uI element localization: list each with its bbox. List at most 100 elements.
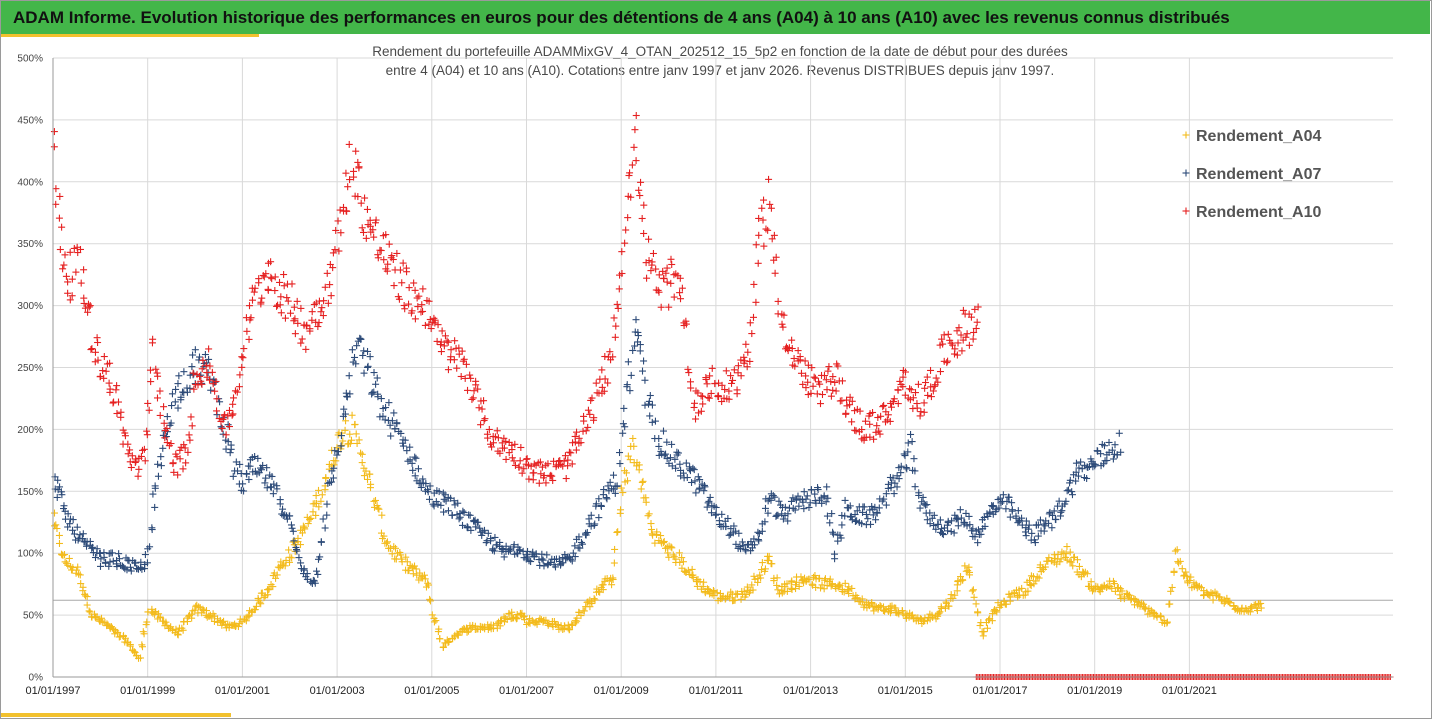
data-point-A04 [307, 514, 315, 522]
data-point-A10 [508, 454, 516, 462]
data-point-A10 [451, 337, 459, 345]
data-point-A04 [737, 595, 745, 603]
data-point-A07 [829, 530, 837, 538]
data-point-A07 [323, 500, 331, 508]
data-point-A04 [688, 565, 696, 573]
data-point-A04 [968, 587, 976, 595]
data-point-A04 [988, 617, 996, 625]
data-point-A04 [934, 612, 942, 620]
data-point-A10 [327, 292, 335, 300]
data-point-A07 [440, 508, 448, 516]
y-tick-label: 200% [17, 425, 43, 436]
data-point-A10 [944, 357, 952, 365]
data-point-A07 [1040, 520, 1048, 528]
data-point-A04 [430, 618, 438, 626]
y-tick-label: 300% [17, 301, 43, 312]
data-point-A10 [400, 301, 408, 309]
data-point-A10 [584, 406, 592, 414]
y-tick-label: 350% [17, 239, 43, 250]
data-point-A04 [1157, 613, 1165, 621]
data-point-A10 [685, 369, 693, 377]
data-point-A10 [281, 314, 289, 322]
data-point-A10 [447, 346, 455, 354]
data-point-A10 [213, 407, 221, 415]
data-point-A10 [245, 335, 253, 343]
data-point-A04 [653, 528, 661, 536]
data-point-A04 [961, 562, 969, 570]
data-point-A04 [756, 571, 764, 579]
data-point-A10 [510, 457, 518, 465]
data-point-A10 [77, 279, 85, 287]
x-tick-label: 01/01/2003 [310, 685, 365, 697]
data-point-A10 [762, 225, 770, 233]
data-point-A07 [1068, 488, 1076, 496]
data-point-A04 [561, 622, 569, 630]
data-point-A07 [851, 517, 859, 525]
data-point-A04 [199, 605, 207, 613]
data-point-A10 [924, 391, 932, 399]
data-point-A04 [700, 578, 708, 586]
data-point-A04 [679, 558, 687, 566]
data-point-A10 [511, 461, 519, 469]
data-point-A10 [643, 274, 651, 282]
x-tick-label: 01/01/2013 [783, 685, 838, 697]
data-point-A04 [580, 607, 588, 615]
data-point-A10 [564, 462, 572, 470]
data-point-A10 [208, 368, 216, 376]
data-point-A07 [163, 413, 171, 421]
data-point-A07 [1063, 487, 1071, 495]
x-tick-label: 01/01/2019 [1067, 685, 1122, 697]
data-point-A04 [651, 539, 659, 547]
data-point-A04 [353, 439, 361, 447]
y-tick-label: 150% [17, 487, 43, 498]
data-point-A04 [657, 532, 665, 540]
data-point-A07 [207, 386, 215, 394]
data-point-A10 [297, 339, 305, 347]
data-point-A10 [60, 261, 68, 269]
data-point-A04 [421, 575, 429, 583]
data-point-A07 [115, 550, 123, 558]
legend-label-A04: Rendement_A04 [1196, 128, 1321, 145]
data-point-A07 [676, 460, 684, 468]
data-point-A07 [229, 472, 237, 480]
data-point-A04 [985, 616, 993, 624]
data-point-A04 [676, 558, 684, 566]
data-point-A07 [157, 462, 165, 470]
data-point-A07 [96, 562, 104, 570]
data-point-A10 [502, 455, 510, 463]
data-point-A07 [1064, 486, 1072, 494]
data-point-A10 [419, 307, 427, 315]
data-point-A04 [972, 600, 980, 608]
data-point-A07 [73, 523, 81, 531]
data-point-A04 [773, 574, 781, 582]
data-point-A10 [535, 479, 543, 487]
data-point-A04 [757, 574, 765, 582]
data-point-A04 [312, 492, 320, 500]
data-point-A07 [1052, 516, 1060, 524]
legend-label-A10: Rendement_A10 [1196, 204, 1321, 221]
data-point-A10 [725, 387, 733, 395]
data-point-A07 [626, 387, 634, 395]
data-point-A04 [588, 600, 596, 608]
data-point-A04 [622, 469, 630, 477]
data-point-A07 [648, 418, 656, 426]
data-point-A10 [358, 224, 366, 232]
data-point-A10 [852, 427, 860, 435]
data-point-A07 [807, 486, 815, 494]
data-point-A04 [754, 578, 762, 586]
data-point-A07 [444, 507, 452, 515]
data-point-A04 [306, 515, 314, 523]
data-point-A07 [148, 526, 156, 534]
data-point-A10 [477, 421, 485, 429]
data-point-A10 [109, 399, 117, 407]
data-point-A10 [323, 269, 331, 277]
data-point-A04 [342, 417, 350, 425]
data-point-A04 [411, 562, 419, 570]
data-point-A04 [403, 558, 411, 566]
data-point-A04 [388, 550, 396, 558]
data-point-A10 [385, 240, 393, 248]
data-point-A10 [470, 387, 478, 395]
data-point-A04 [1001, 600, 1009, 608]
data-point-A07 [1068, 491, 1076, 499]
data-point-A10 [560, 457, 568, 465]
